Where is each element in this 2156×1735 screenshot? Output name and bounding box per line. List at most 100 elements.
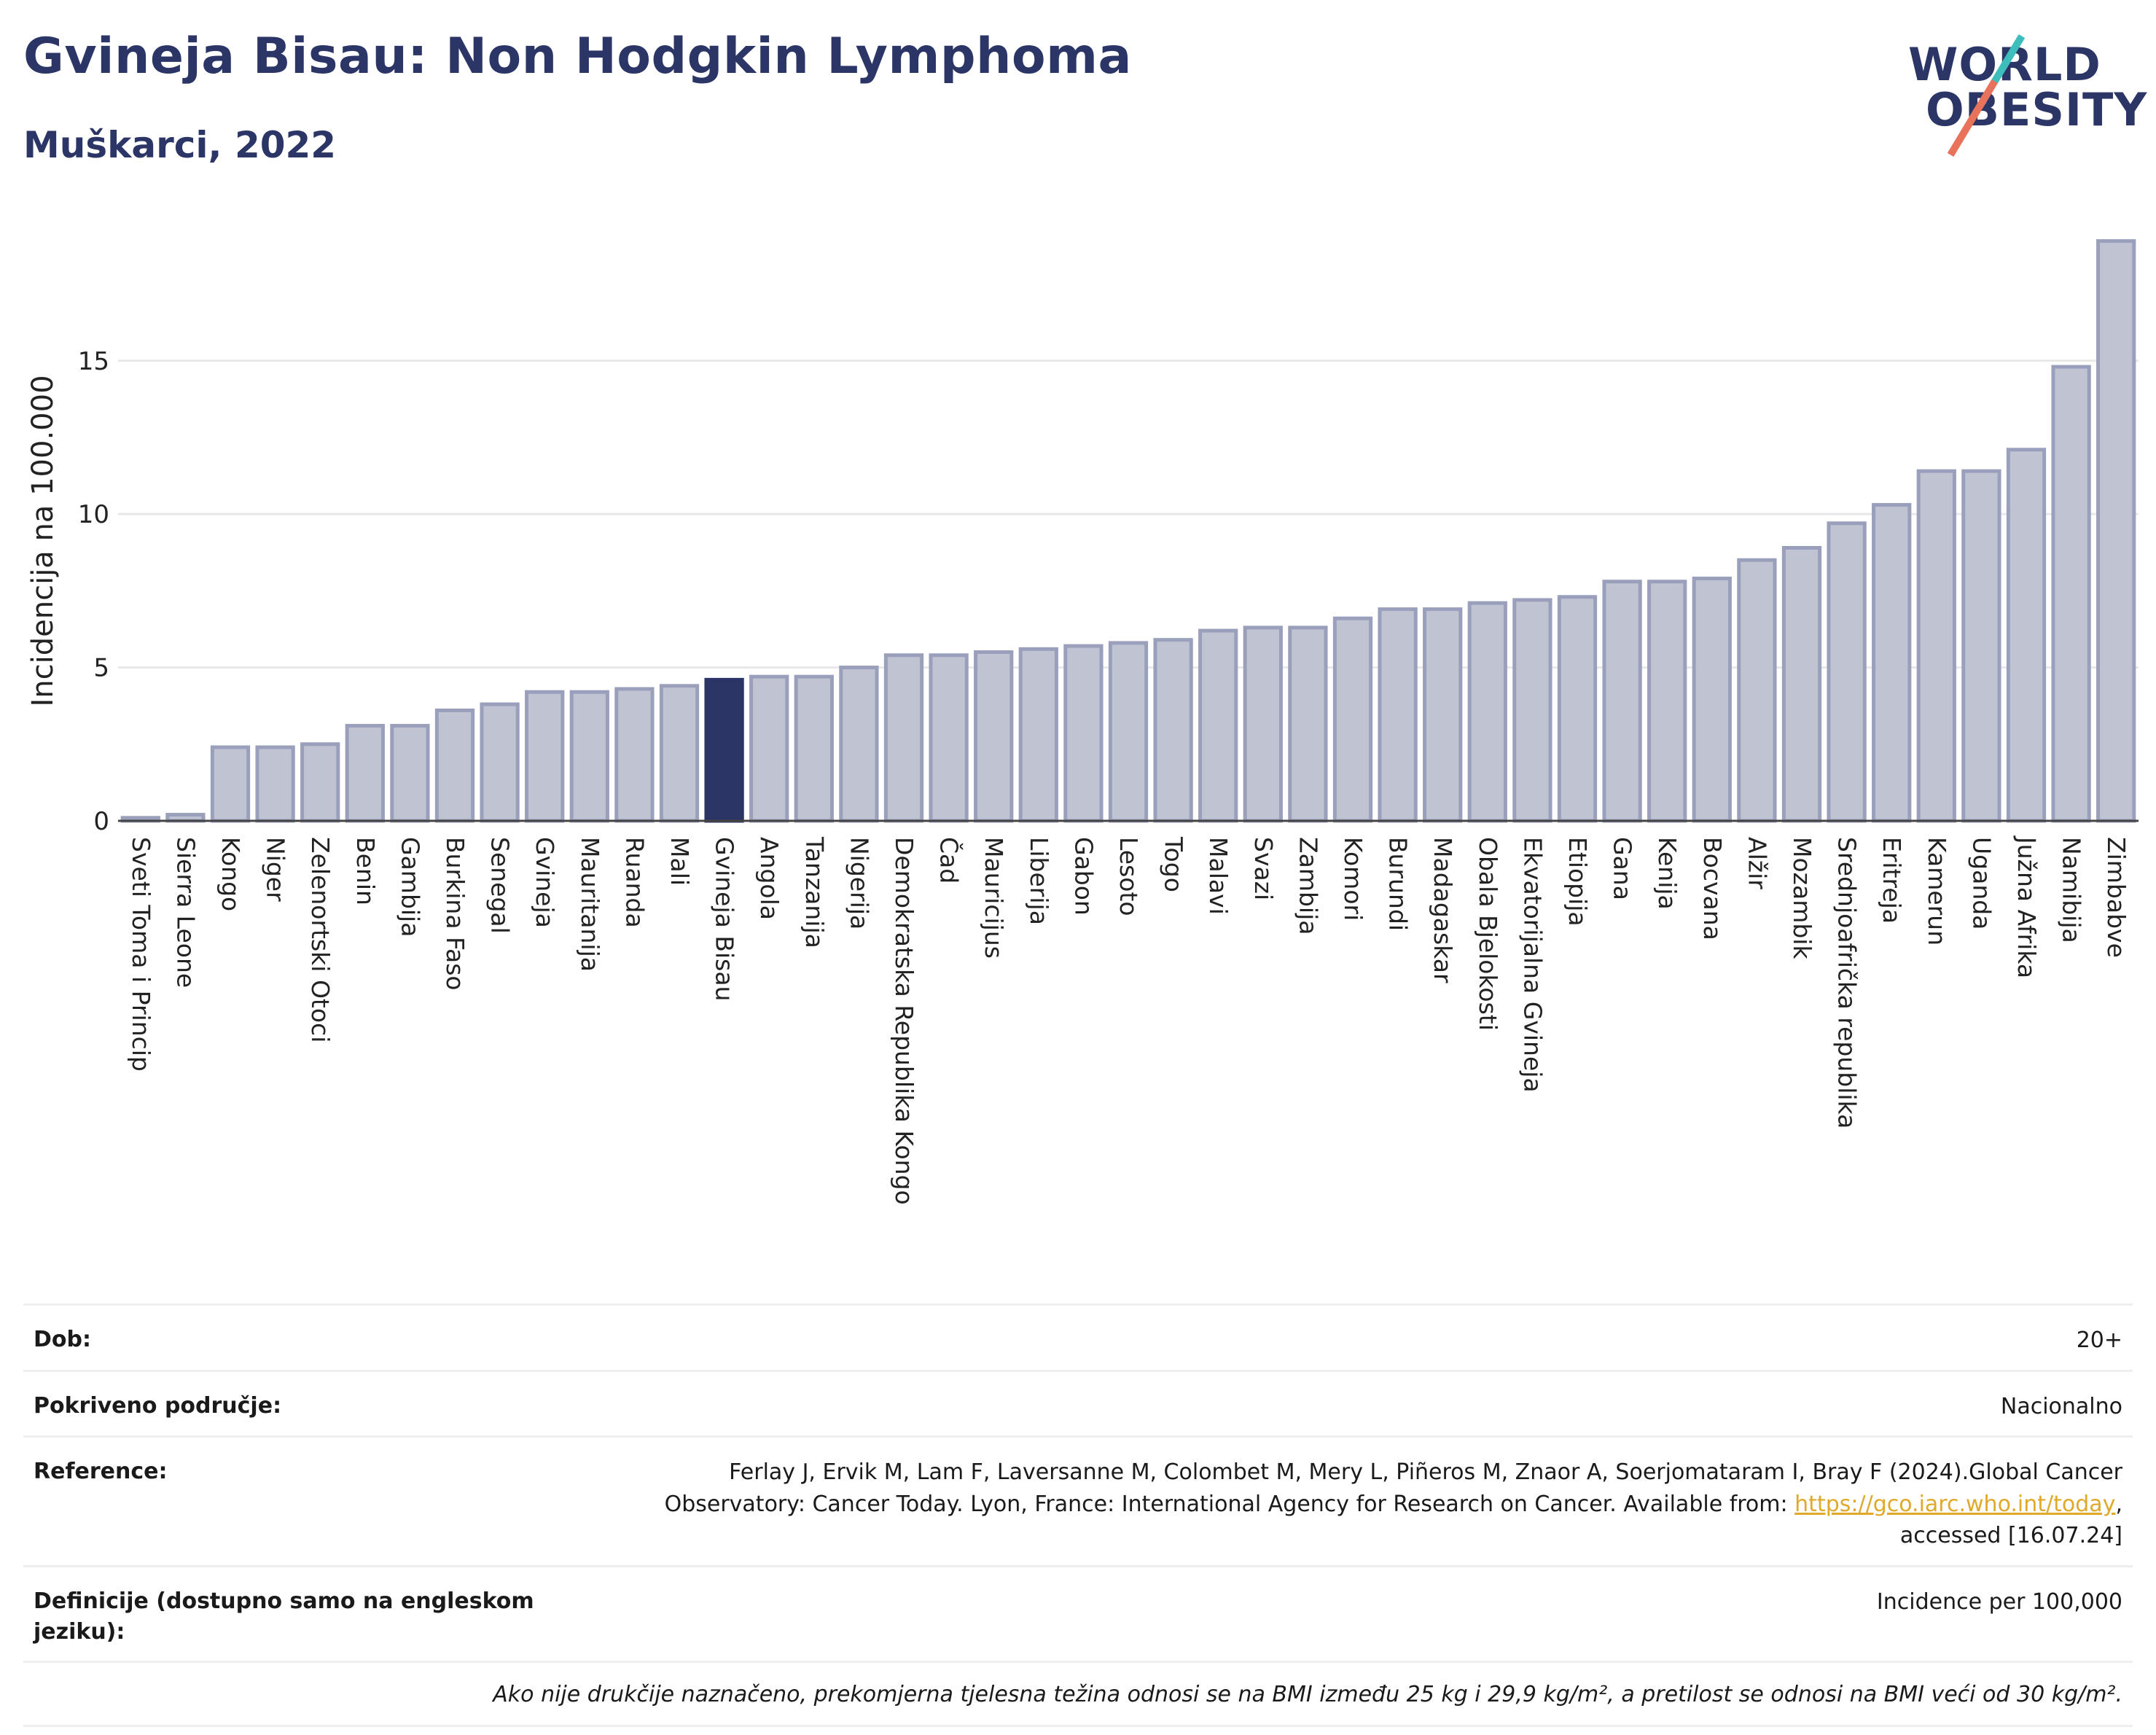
- x-tick-label: Benin: [351, 837, 380, 905]
- bar: [1198, 628, 1238, 823]
- bar-chart: Sveti Toma i Princip Sierra Leone Kongo Nig…: [26, 239, 2139, 1205]
- x-tick-label: Bocvana: [1698, 837, 1727, 940]
- x-tick-label: Sierra Leone: [171, 837, 200, 988]
- bar: [1153, 638, 1193, 823]
- x-tick-label: Gvineja: [531, 837, 559, 928]
- y-tick-label: 15: [78, 347, 109, 376]
- x-tick-label: Mauricijus: [980, 837, 1008, 959]
- bar: [390, 724, 430, 823]
- bar: [929, 653, 969, 823]
- bar: [525, 690, 565, 823]
- x-tick-label: Namibija: [2058, 837, 2086, 943]
- bar: [883, 653, 924, 823]
- x-tick-label: Kamerun: [1923, 837, 1951, 946]
- x-tick-label: Uganda: [1967, 837, 1996, 929]
- info-value: 20+: [2076, 1327, 2122, 1353]
- x-tick-label: Zelenortski Otoci: [306, 837, 335, 1042]
- info-value: Nacionalno: [2000, 1393, 2122, 1419]
- bar: [1378, 607, 1418, 823]
- bar: [974, 650, 1014, 823]
- bar: [1423, 607, 1463, 823]
- x-tick-label: Tanzanija: [800, 836, 829, 948]
- info-key: Definicije (dostupno samo na engleskom j…: [34, 1588, 534, 1645]
- bar: [659, 684, 700, 823]
- x-tick-label: Madagaskar: [1429, 837, 1457, 983]
- bar: [2051, 364, 2091, 823]
- bar: [255, 745, 295, 823]
- bar: [210, 745, 251, 823]
- info-key: Dob:: [34, 1327, 91, 1352]
- x-tick-label: Gabon: [1069, 837, 1098, 916]
- x-tick-label: Angola: [755, 837, 784, 920]
- bar: [1737, 558, 1777, 823]
- bar: [1108, 641, 1149, 823]
- x-tick-label: Južna Afrika: [2012, 835, 2041, 978]
- info-value: Ferlay J, Ervik M, Lam F, Laversanne M, …: [592, 1457, 2122, 1552]
- x-tick-labels: Sveti Toma i Princip Sierra Leone Kongo Nig…: [127, 835, 2130, 1205]
- y-axis-title: Incidencija na 100.000: [26, 375, 60, 706]
- bar: [1063, 644, 1104, 823]
- x-tick-label: Alžir: [1743, 837, 1771, 889]
- bar: [1018, 647, 1058, 823]
- y-tick-labels: 0 5 10 15: [78, 347, 109, 836]
- bar: [300, 742, 340, 823]
- x-tick-label: Burundi: [1384, 837, 1413, 931]
- bar: [434, 709, 475, 823]
- x-tick-label: Mozambik: [1788, 837, 1816, 959]
- x-tick-label: Sveti Toma i Princip: [127, 837, 155, 1072]
- bar: [1916, 469, 1956, 823]
- x-tick-label: Komori: [1339, 837, 1367, 921]
- bar: [1557, 595, 1598, 823]
- x-tick-label: Eritreja: [1878, 837, 1906, 924]
- bar: [1243, 625, 1283, 823]
- bar: [1781, 545, 1822, 823]
- y-tick-label: 0: [93, 807, 109, 836]
- info-value: Incidence per 100,000: [1876, 1588, 2122, 1615]
- x-tick-label: Zimbabve: [2102, 837, 2130, 958]
- bar: [2096, 239, 2136, 823]
- bar: [569, 690, 609, 823]
- x-tick-label: Liberija: [1025, 837, 1053, 925]
- x-tick-label: Senegal: [486, 837, 515, 934]
- reference-link[interactable]: https://gco.iarc.who.int/today: [1794, 1491, 2116, 1517]
- world-obesity-logo: WORLD OBESITY: [1895, 29, 2147, 157]
- y-tick-label: 10: [78, 500, 109, 529]
- x-tick-label: Gana: [1609, 837, 1637, 900]
- x-tick-label: Lesoto: [1114, 837, 1143, 916]
- info-row-reference: Reference: Ferlay J, Ervik M, Lam F, Lav…: [23, 1435, 2133, 1565]
- bar: [1512, 598, 1552, 823]
- bar: [480, 702, 520, 823]
- info-key: Pokriveno područje:: [34, 1392, 282, 1419]
- info-row-coverage: Pokriveno područje: Nacionalno: [23, 1369, 2133, 1436]
- bar: [1602, 580, 1642, 823]
- x-tick-label: Ruanda: [620, 837, 649, 928]
- page-title: Gvineja Bisau: Non Hodgkin Lymphoma: [23, 28, 1132, 85]
- x-tick-label: Togo: [1160, 836, 1188, 892]
- x-tick-label: Kongo: [216, 837, 245, 911]
- reference-text: Ferlay J, Ervik M, Lam F, Laversanne M, …: [664, 1459, 2122, 1517]
- x-tick-label: Demokratska Republika Kongo: [890, 837, 918, 1205]
- x-tick-label: Burkina Faso: [441, 837, 469, 991]
- reference-accessed: , accessed [16.07.24]: [1899, 1491, 2122, 1549]
- x-tick-label: Srednjoafrička republika: [1833, 837, 1862, 1128]
- bar: [345, 724, 385, 823]
- x-tick-label: Gvineja Bisau: [711, 837, 739, 1002]
- bar: [794, 674, 834, 823]
- x-tick-label: Mali: [665, 837, 694, 886]
- bar: [1872, 503, 1912, 823]
- x-tick-label: Ekvatorijalna Gvineja: [1518, 837, 1547, 1093]
- x-tick-label: Niger: [262, 837, 290, 902]
- bar: [839, 666, 879, 823]
- bar: [1467, 601, 1507, 823]
- bar-highlight: [704, 677, 744, 823]
- info-key: Reference:: [34, 1459, 168, 1484]
- x-tick-label: Etiopija: [1563, 837, 1592, 927]
- bar: [749, 674, 789, 823]
- x-tick-label: Malavi: [1204, 837, 1233, 915]
- bmi-note: Ako nije drukčije naznačeno, prekomjerna…: [23, 1660, 2133, 1727]
- info-row-age: Dob: 20+: [23, 1303, 2133, 1370]
- x-tick-label: Svazi: [1249, 837, 1278, 900]
- bar: [1332, 616, 1373, 823]
- bars: [120, 239, 2136, 823]
- bar: [2006, 448, 2047, 823]
